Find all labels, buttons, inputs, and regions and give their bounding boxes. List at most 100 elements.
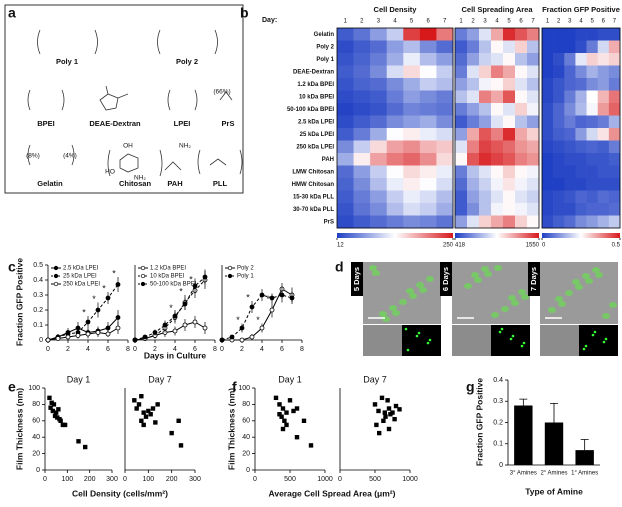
column-label: 7 [443,19,447,25]
heat-cell [597,140,610,154]
heat-cell [467,65,480,79]
x-tick-label: 4 [173,346,177,353]
heat-cell [515,90,528,104]
heatmap-frame [454,27,540,229]
column-label: 2 [471,19,475,25]
fluor-cell [498,330,502,334]
heat-cell [467,40,480,54]
structure-name: PrS [222,119,235,128]
heat-cell [455,153,468,166]
x-tick-label: 300 [106,476,118,483]
heat-cell [491,78,504,91]
x-tick-label: 3° Amines [510,471,537,477]
y-tick-label: 0.4 [493,377,503,384]
heat-cell [586,190,599,204]
heat-cell [542,178,554,191]
heat-cell [597,78,610,91]
heat-cell [455,53,468,66]
heat-cell [455,165,468,179]
structure-annotation: (8%) [26,153,40,160]
point [52,413,58,419]
color-tick-label: 12 [337,243,344,249]
point [249,304,255,310]
x-tick-label: 500 [284,476,296,483]
point [56,407,61,412]
heat-cell [455,28,468,41]
fluor-cell [417,331,421,335]
significance: * [112,268,116,278]
point [142,334,148,340]
x-tick-label: 8 [300,346,304,353]
cell [426,276,434,282]
structure-name: BPEI [37,119,55,128]
heat-cell [370,128,388,141]
heat-cell [586,103,599,116]
heat-cell [503,103,516,116]
heat-cell [386,178,404,191]
point [280,406,286,411]
heat-cell [436,115,454,129]
y-tick-label: 60 [32,418,40,425]
point [132,337,138,343]
heat-cell [608,40,621,54]
heat-cell [597,203,610,216]
heat-cell [542,40,554,54]
y-tick-label: 0.2 [33,307,43,314]
column-label: 2 [360,19,364,25]
legend-label: 1.2 kDa BPEI [150,266,186,272]
heat-cell [479,78,492,91]
heat-cell [386,53,404,66]
fluor-cell [520,344,524,348]
heat-cell [403,53,421,66]
heat-cell [542,115,554,129]
heat-cell [419,53,437,66]
point [47,395,52,401]
point [269,307,275,313]
cell [575,284,583,290]
heat-cell [386,140,404,154]
heat-cell [575,53,587,66]
column-label: 3 [483,19,487,25]
heat-cell [479,65,492,79]
point [379,395,385,401]
heat-cell [491,128,504,141]
heat-cell [467,115,480,129]
heat-cell [527,103,540,116]
point [155,402,160,407]
inset-fluor [491,325,530,356]
point [115,282,121,287]
structure-name: Poly 1 [56,57,78,66]
legend-marker [140,265,146,271]
heat-cell [564,40,576,54]
column-label: 7 [613,19,617,25]
heat-cell [586,78,599,91]
heat-cell [403,153,421,166]
heat-cell [386,165,404,179]
heat-cell [515,53,528,66]
x-tick-label: 2° Amines [540,471,567,477]
cell [369,265,377,271]
cell [521,294,529,300]
heat-cell [436,65,454,79]
point [49,400,54,405]
point [388,412,393,417]
heat-cell [503,165,516,179]
y-axis-label: Fraction GFP Positive [14,258,24,346]
column-label: 1 [344,19,348,25]
legend-label: Poly 1 [237,274,254,280]
cell [494,265,502,271]
heat-cell [337,153,354,166]
fluor-cell [426,341,430,345]
point [139,394,144,399]
point [249,334,255,340]
x-axis-label: Type of Amine [525,486,583,496]
x-tick-label: 4 [86,346,90,353]
x-tick-label: 0 [133,346,137,353]
heat-cell [542,103,554,116]
heat-cell [491,103,504,116]
heat-cell [575,190,587,204]
heat-cell [597,215,610,229]
heat-cell [353,153,371,166]
heat-cell [586,178,599,191]
heat-cell [575,165,587,179]
